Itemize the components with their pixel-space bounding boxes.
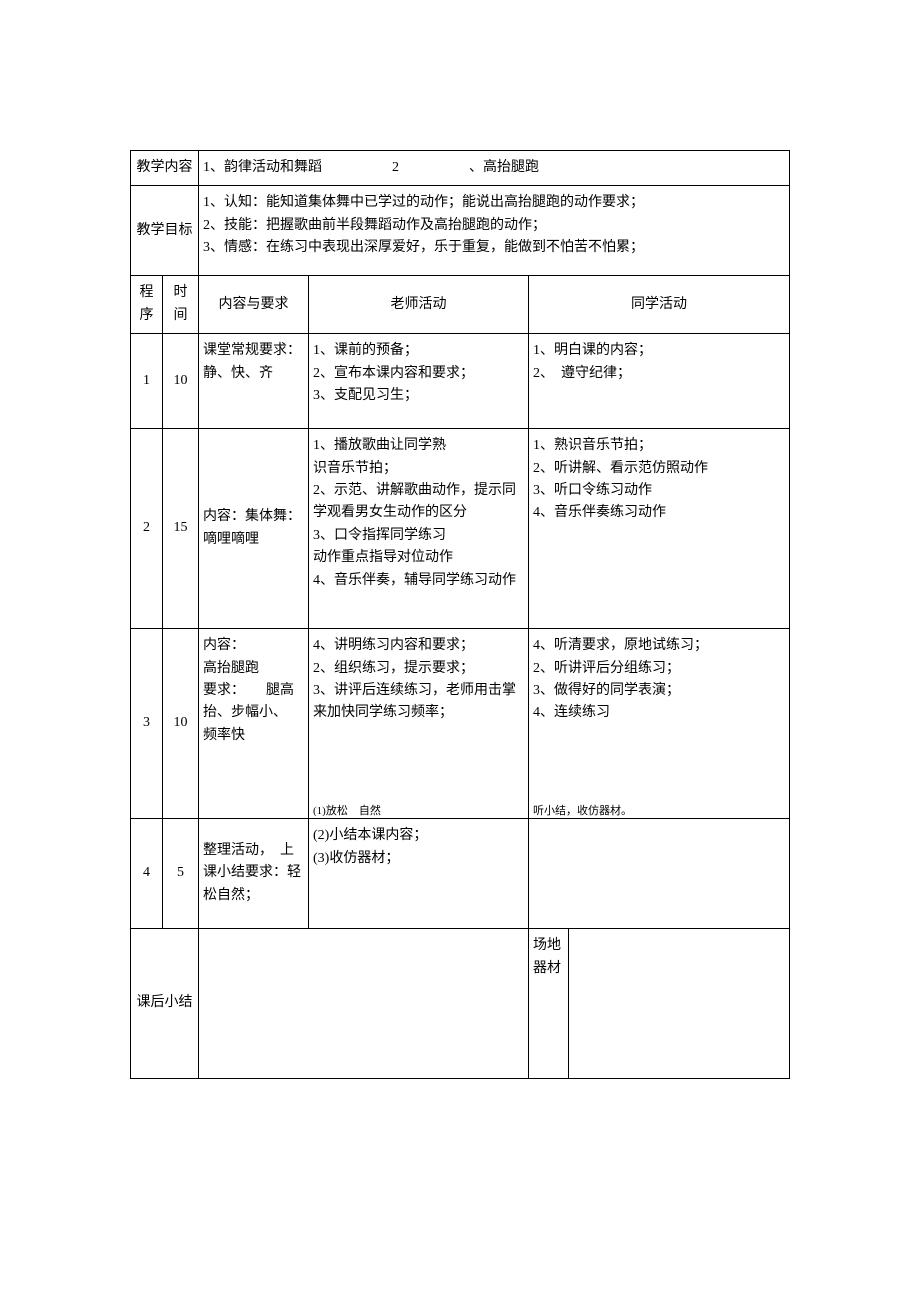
table-row: 2 15 内容：集体舞： 嘀哩嘀哩 1、播放歌曲让同学熟 识音乐节拍； 2、示范… — [131, 429, 790, 629]
col-teacher-header: 老师活动 — [309, 276, 529, 334]
col-student-header: 同学活动 — [529, 276, 790, 334]
lesson-plan-table: 教学内容 1、韵律活动和舞蹈 2 、高抬腿跑 教学目标 1、认知：能知道集体舞中… — [130, 150, 790, 1079]
time-cell: 10 — [163, 334, 199, 429]
student-cell: 1、熟识音乐节拍； 2、听讲解、看示范仿照动作 3、听口令练习动作 4、音乐伴奏… — [529, 429, 790, 629]
equip-value — [569, 929, 790, 1079]
table-row: 3 10 内容： 高抬腿跑 要求： 腿高抬、步幅小、 频率快 4、讲明练习内容和… — [131, 629, 790, 819]
teacher-cell: 4、讲明练习内容和要求； 2、组织练习，提示要求； 3、讲评后连续练习，老师用击… — [309, 629, 529, 819]
teacher-cell: (2)小结本课内容； (3)收仿器材； — [309, 819, 529, 929]
time-cell: 15 — [163, 429, 199, 629]
seq-cell: 2 — [131, 429, 163, 629]
seq-cell: 4 — [131, 819, 163, 929]
post-class-label: 课后小结 — [131, 929, 199, 1079]
teacher-text: 4、讲明练习内容和要求； 2、组织练习，提示要求； 3、讲评后连续练习，老师用击… — [313, 635, 524, 725]
teacher-cell: 1、播放歌曲让同学熟 识音乐节拍； 2、示范、讲解歌曲动作，提示同学观看男女生动… — [309, 429, 529, 629]
teaching-content-text: 1、韵律活动和舞蹈 2 、高抬腿跑 — [203, 160, 539, 175]
post-class-value — [199, 929, 529, 1079]
teaching-content-value: 1、韵律活动和舞蹈 2 、高抬腿跑 — [199, 151, 790, 186]
col-seq-header: 程序 — [131, 276, 163, 334]
equip-label: 场地 器材 — [529, 929, 569, 1079]
teaching-goal-label: 教学目标 — [131, 186, 199, 276]
student-cell: 4、听清要求，原地试练习； 2、听讲评后分组练习； 3、做得好的同学表演； 4、… — [529, 629, 790, 819]
table-row: 4 5 整理活动， 上课小结要求：轻松自然； (2)小结本课内容； (3)收仿器… — [131, 819, 790, 929]
teaching-goal-value: 1、认知：能知道集体舞中已学过的动作；能说出高抬腿跑的动作要求； 2、技能：把握… — [199, 186, 790, 276]
table-row: 1 10 课堂常规要求：静、快、齐 1、课前的预备； 2、宣布本课内容和要求； … — [131, 334, 790, 429]
student-cell — [529, 819, 790, 929]
teacher-overlap-text: (1)放松 自然 — [313, 803, 381, 821]
seq-cell: 1 — [131, 334, 163, 429]
student-cell: 1、明白课的内容； 2、 遵守纪律； — [529, 334, 790, 429]
req-cell: 整理活动， 上课小结要求：轻松自然； — [199, 819, 309, 929]
req-cell: 课堂常规要求：静、快、齐 — [199, 334, 309, 429]
table-row: 课后小结 场地 器材 — [131, 929, 790, 1079]
col-time-header: 时间 — [163, 276, 199, 334]
req-cell: 内容：集体舞： 嘀哩嘀哩 — [199, 429, 309, 629]
req-cell: 内容： 高抬腿跑 要求： 腿高抬、步幅小、 频率快 — [199, 629, 309, 819]
teaching-content-label: 教学内容 — [131, 151, 199, 186]
teacher-cell: 1、课前的预备； 2、宣布本课内容和要求； 3、支配见习生； — [309, 334, 529, 429]
student-overlap-text: 听小结，收仿器材。 — [533, 803, 632, 821]
time-cell: 10 — [163, 629, 199, 819]
student-text: 4、听清要求，原地试练习； 2、听讲评后分组练习； 3、做得好的同学表演； 4、… — [533, 635, 785, 725]
col-req-header: 内容与要求 — [199, 276, 309, 334]
seq-cell: 3 — [131, 629, 163, 819]
time-cell: 5 — [163, 819, 199, 929]
